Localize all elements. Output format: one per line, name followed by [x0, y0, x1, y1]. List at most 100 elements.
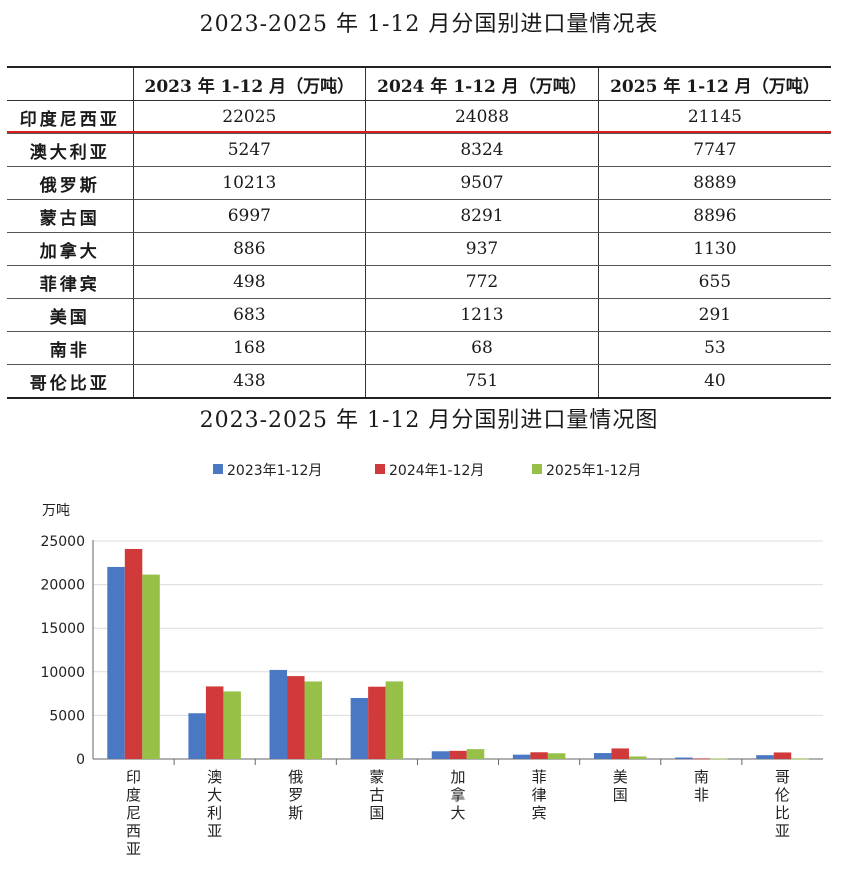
bar [530, 752, 548, 759]
value-2025-cell: 21145 [598, 100, 831, 134]
bar [756, 755, 774, 759]
table-row: 加拿大 886 937 1130 [7, 232, 831, 266]
country-cell: 美国 [7, 298, 134, 332]
value-2023-cell: 168 [133, 331, 367, 365]
value-2024-cell: 68 [365, 331, 599, 365]
table-row: 蒙古国 6997 8291 8896 [7, 199, 831, 233]
x-tick-label: 蒙古国 [369, 768, 384, 822]
table-title: 2023-2025 年 1-12 月分国别进口量情况表 [199, 12, 659, 37]
value-2024-cell: 937 [365, 232, 599, 266]
bar [431, 751, 450, 759]
bar [223, 691, 241, 759]
bar [466, 749, 485, 759]
bar [350, 697, 369, 759]
x-tick-label: 美国 [613, 768, 628, 804]
table-row: 俄罗斯 10213 9507 8889 [7, 166, 831, 200]
table-header-cell [7, 67, 134, 101]
value-2025-cell: 1130 [598, 232, 831, 266]
value-2023-cell: 10213 [133, 166, 367, 200]
country-cell: 哥伦比亚 [7, 364, 134, 399]
country-cell: 俄罗斯 [7, 166, 134, 200]
country-cell: 加拿大 [7, 232, 134, 266]
value-2025-cell: 8889 [598, 166, 831, 200]
value-2023-cell: 438 [133, 364, 367, 399]
value-2024-cell: 24088 [365, 100, 599, 134]
bar [205, 686, 224, 759]
country-cell: 南非 [7, 331, 134, 365]
value-2024-cell: 8324 [365, 133, 599, 167]
value-2025-cell: 53 [598, 331, 831, 365]
table-row: 南非 168 68 53 [7, 331, 831, 365]
bar [269, 669, 288, 759]
y-axis-label: 万吨 [42, 503, 70, 519]
bar [791, 758, 809, 760]
table-header-row: 2023 年 1-12 月（万吨） 2024 年 1-12 月（万吨） 2025… [7, 67, 831, 101]
y-tick-label: 5000 [49, 708, 85, 724]
bar [124, 548, 143, 759]
value-2025-cell: 8896 [598, 199, 831, 233]
bar [368, 686, 386, 759]
value-2025-cell: 40 [598, 364, 831, 399]
bar [593, 753, 612, 759]
bar [547, 753, 566, 759]
legend-swatch [375, 464, 385, 474]
bar [675, 757, 693, 759]
y-tick-label: 20000 [40, 578, 85, 594]
legend-label: 2024年1-12月 [389, 463, 484, 479]
value-2025-cell: 291 [598, 298, 831, 332]
value-2024-cell: 1213 [365, 298, 599, 332]
bar [142, 574, 160, 759]
value-2025-cell: 655 [598, 265, 831, 299]
value-2023-cell: 6997 [133, 199, 367, 233]
bar [304, 681, 323, 759]
table-header-cell: 2024 年 1-12 月（万吨） [365, 67, 599, 101]
legend-label: 2023年1-12月 [227, 463, 322, 479]
value-2023-cell: 498 [133, 265, 367, 299]
value-2023-cell: 22025 [133, 100, 367, 134]
bar [188, 713, 206, 759]
legend-swatch [532, 464, 542, 474]
y-tick-label: 10000 [40, 665, 85, 681]
bar [512, 754, 531, 759]
bar [692, 758, 711, 760]
value-2024-cell: 8291 [365, 199, 599, 233]
y-tick-label: 0 [76, 752, 85, 768]
table-row: 美国 683 1213 291 [7, 298, 831, 332]
table-header-cell: 2023 年 1-12 月（万吨） [133, 67, 367, 101]
y-tick-label: 25000 [40, 534, 85, 550]
table-row: 澳大利亚 5247 8324 7747 [7, 133, 831, 167]
highlight-line [7, 131, 831, 133]
country-cell: 印度尼西亚 [7, 100, 134, 134]
x-tick-label: 南非 [694, 768, 709, 804]
table-header-cell: 2025 年 1-12 月（万吨） [598, 67, 831, 101]
bar [628, 756, 647, 759]
value-2023-cell: 886 [133, 232, 367, 266]
bar [107, 566, 125, 759]
value-2024-cell: 772 [365, 265, 599, 299]
country-cell: 蒙古国 [7, 199, 134, 233]
y-tick-label: 15000 [40, 621, 85, 637]
table-row: 印度尼西亚 22025 24088 21145 [7, 100, 831, 134]
bar [710, 758, 728, 760]
import-table: 2023 年 1-12 月（万吨） 2024 年 1-12 月（万吨） 2025… [7, 66, 831, 399]
x-tick-label: 印度尼西亚 [126, 768, 141, 858]
value-2024-cell: 751 [365, 364, 599, 399]
legend-swatch [213, 464, 223, 474]
bar [773, 752, 792, 759]
table-row: 菲律宾 498 772 655 [7, 265, 831, 299]
bar [611, 748, 629, 759]
value-2025-cell: 7747 [598, 133, 831, 167]
value-2024-cell: 9507 [365, 166, 599, 200]
chart-title: 2023-2025 年 1-12 月分国别进口量情况图 [199, 408, 659, 433]
country-cell: 澳大利亚 [7, 133, 134, 167]
table-row: 哥伦比亚 438 751 40 [7, 364, 831, 399]
x-tick-label: 菲律宾 [532, 768, 547, 822]
bar [385, 681, 404, 759]
legend-label: 2025年1-12月 [546, 463, 641, 479]
value-2023-cell: 5247 [133, 133, 367, 167]
bar [287, 676, 305, 759]
country-cell: 菲律宾 [7, 265, 134, 299]
x-tick-label: 加拿大 [450, 768, 465, 822]
x-tick-label: 俄罗斯 [288, 768, 303, 822]
